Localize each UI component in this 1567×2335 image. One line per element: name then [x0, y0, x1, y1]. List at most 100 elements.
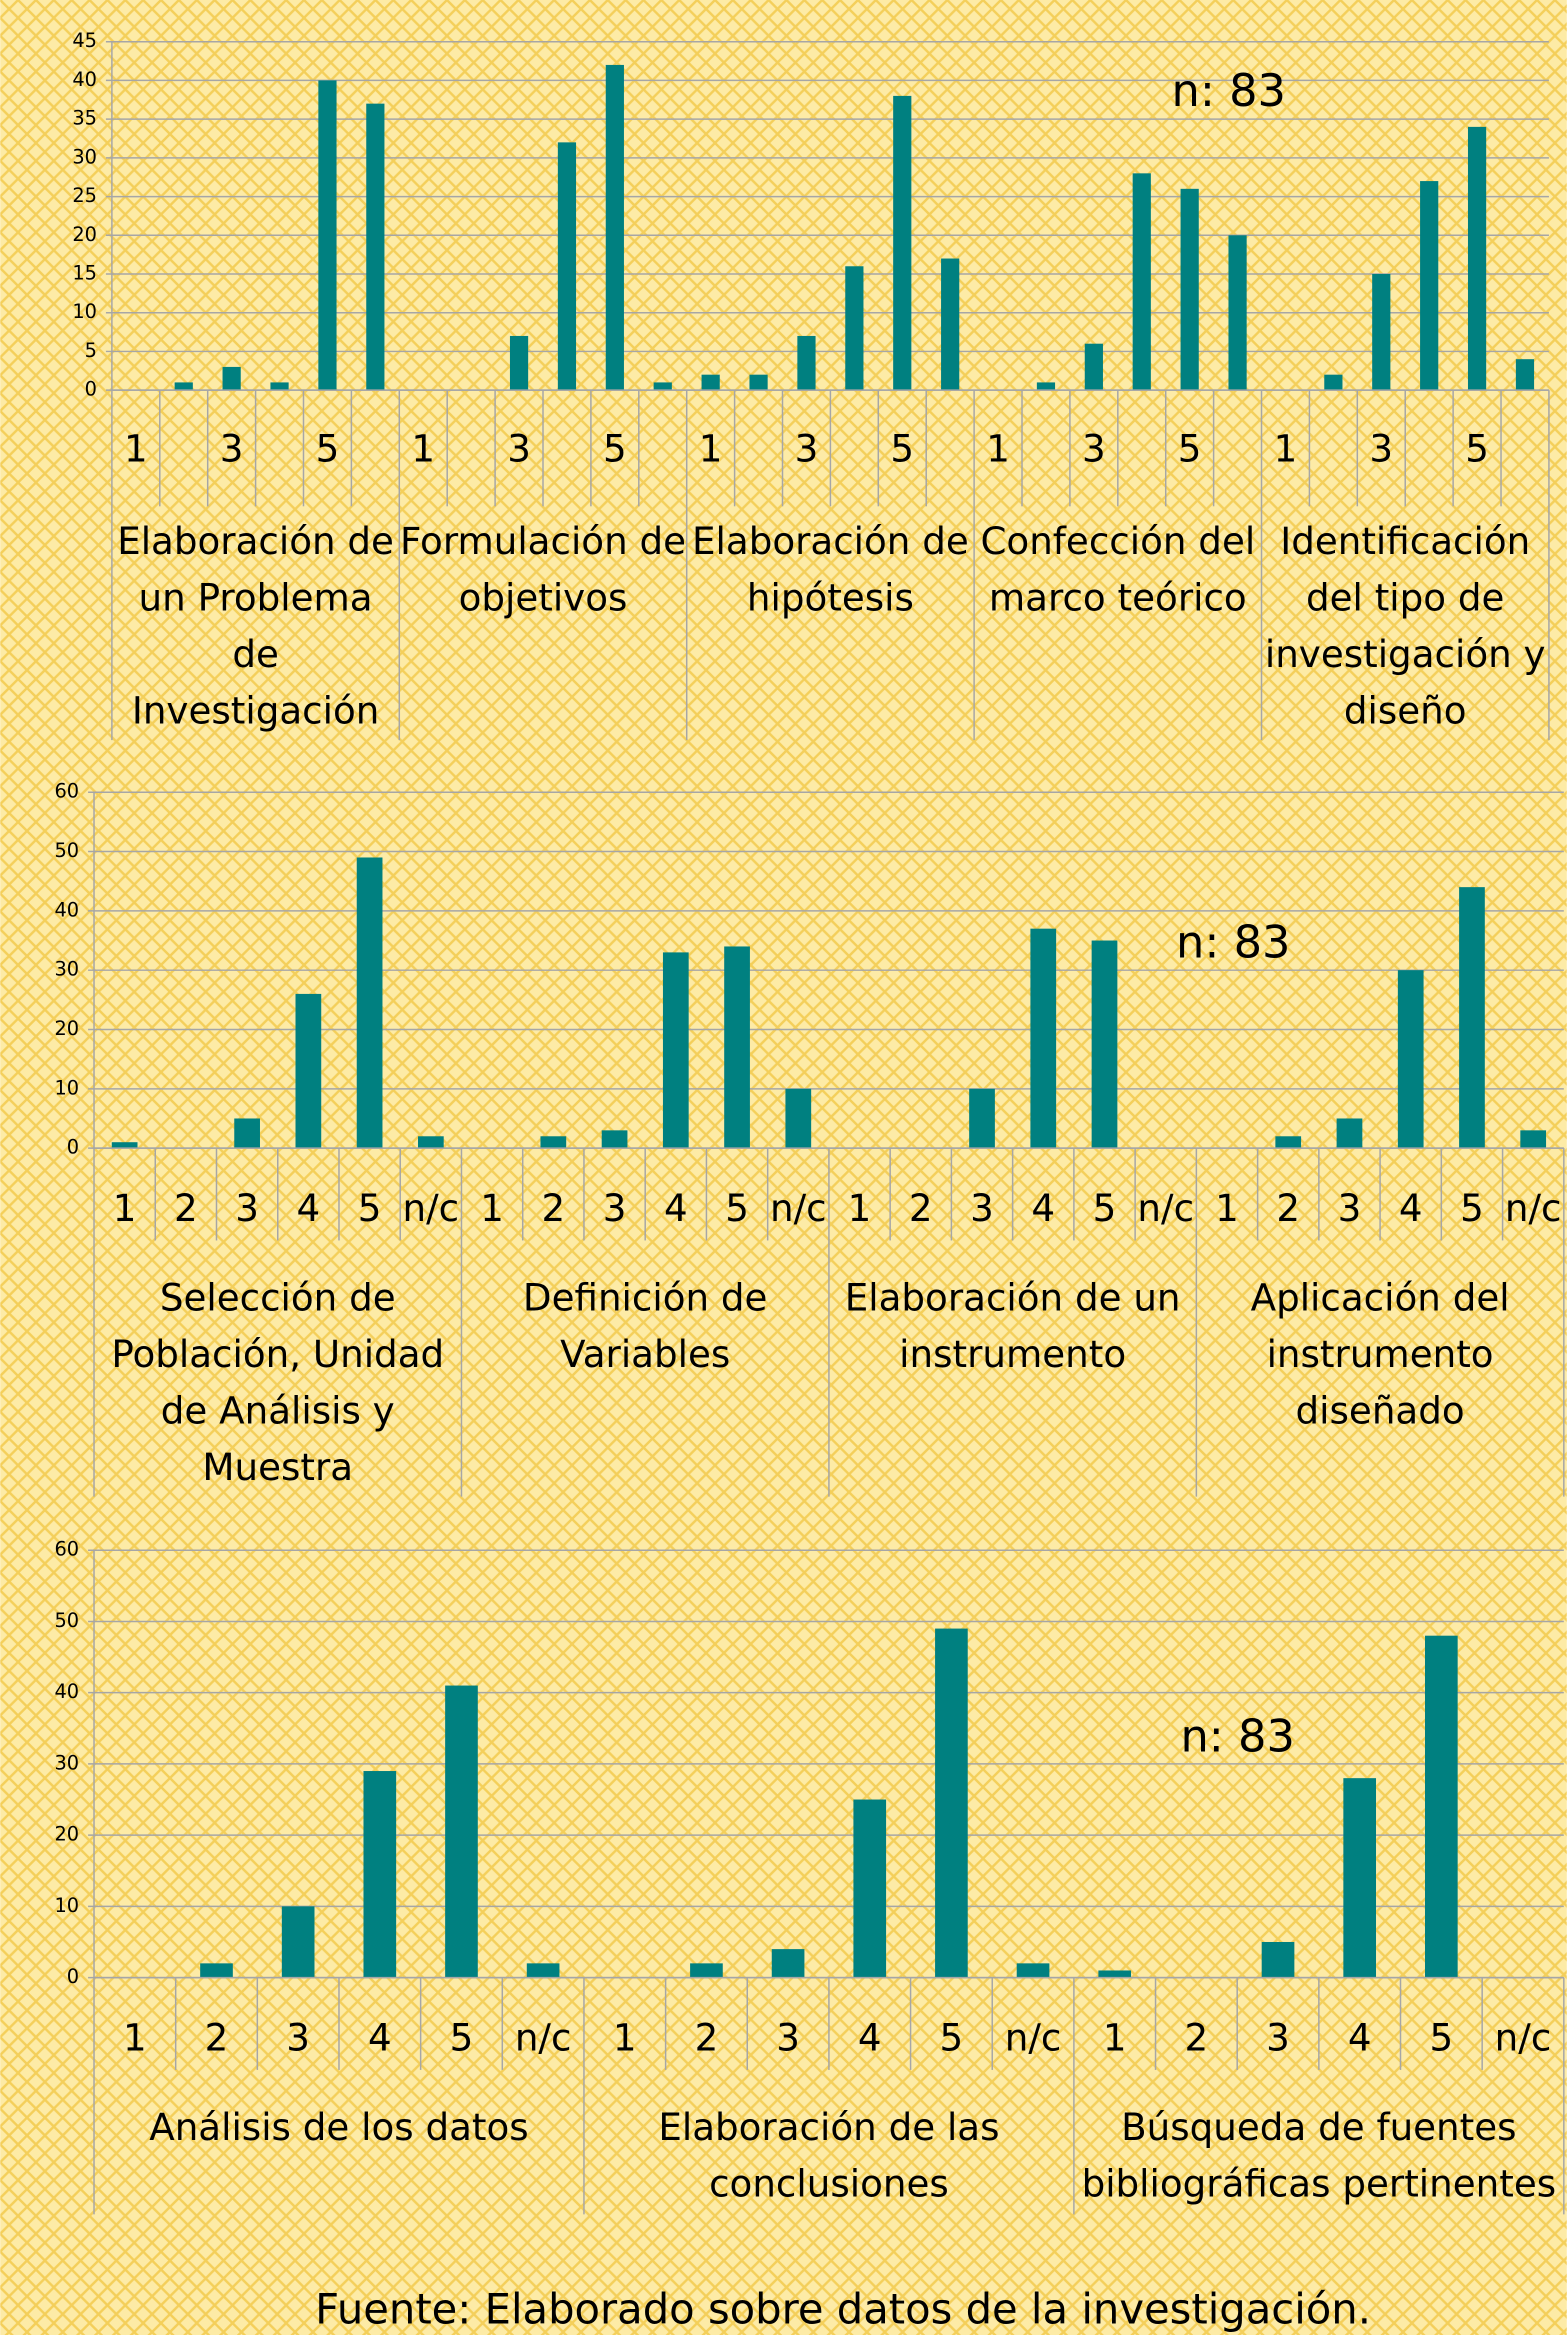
bar	[1261, 1941, 1295, 1978]
x-tick-label: 1	[480, 1186, 504, 1230]
x-tick-label: 2	[174, 1186, 198, 1230]
x-tick-label: 1	[411, 427, 435, 471]
bar	[690, 1963, 723, 1978]
y-tick-label: 0	[67, 1965, 79, 1988]
x-tick-label: 2	[909, 1186, 933, 1230]
x-tick-label: 2	[541, 1186, 565, 1230]
x-tick-label: 1	[1274, 427, 1298, 471]
x-tick-label: 5	[725, 1186, 749, 1230]
group-label: Búsqueda de fuentes bibliográficas perti…	[1081, 2105, 1557, 2206]
x-tick-label: 4	[664, 1186, 688, 1230]
y-tick-label: 20	[72, 223, 97, 246]
group-label: Elaboración de un Problema de Investigac…	[117, 519, 394, 733]
bar	[845, 266, 864, 391]
group-label-box: Aplicación del instrumento diseñado	[1251, 1276, 1510, 1432]
bar	[445, 1685, 478, 1978]
y-tick-label: 0	[67, 1136, 79, 1159]
x-tick-label: 3	[603, 1186, 627, 1230]
group-label: Selección de Población, Unidad de Anális…	[111, 1276, 445, 1490]
bar	[200, 1963, 233, 1978]
x-tick-label: 1	[124, 427, 148, 471]
group-label-box: Elaboración de hipótesis	[692, 519, 969, 620]
x-tick-label: 1	[613, 2016, 637, 2060]
y-tick-label: 20	[55, 1017, 80, 1040]
group-label-box: Confección del marco teórico	[980, 519, 1256, 620]
bar	[174, 382, 193, 391]
group-label: Formulación de objetivos	[399, 519, 687, 620]
bar	[1372, 274, 1391, 391]
x-tick-label: n/c	[1505, 1186, 1562, 1230]
bar	[270, 382, 289, 391]
bar	[417, 1136, 444, 1149]
group-label: Elaboración de hipótesis	[692, 519, 969, 620]
bar	[771, 1949, 805, 1978]
bar	[1228, 235, 1247, 391]
x-tick-label: 1	[848, 1186, 872, 1230]
x-tick-label: 1	[123, 2016, 147, 2060]
x-tick-label: 5	[890, 427, 914, 471]
y-tick-label: 15	[72, 262, 97, 285]
x-tick-label: 5	[940, 2016, 964, 2060]
bar	[1336, 1118, 1363, 1149]
bar	[1324, 374, 1343, 391]
x-tick-label: 4	[858, 2016, 882, 2060]
x-tick-label: n/c	[770, 1186, 827, 1230]
x-tick-label: 1	[699, 427, 723, 471]
y-tick-label: 60	[55, 780, 80, 803]
bar	[557, 142, 577, 391]
bar	[853, 1799, 887, 1978]
bar	[605, 64, 624, 391]
bar	[797, 335, 816, 391]
y-tick-label: 25	[72, 184, 97, 207]
x-tick-label: 4	[297, 1186, 321, 1230]
y-tick-label: 5	[85, 339, 97, 362]
x-tick-label: 3	[795, 427, 819, 471]
bar	[295, 993, 322, 1149]
x-tick-label: 1	[113, 1186, 137, 1230]
bar	[1343, 1778, 1377, 1978]
x-tick-label: 3	[1369, 427, 1393, 471]
group-label: Elaboración de las conclusiones	[658, 2105, 1000, 2206]
bar	[111, 1142, 138, 1149]
x-tick-label: 5	[1178, 427, 1202, 471]
annotation: n: 83	[1176, 917, 1290, 969]
y-tick-label: 30	[72, 145, 97, 168]
bar	[749, 374, 768, 391]
x-tick-label: 3	[1338, 1186, 1362, 1230]
group-label-box: Formulación de objetivos	[399, 519, 687, 620]
x-tick-label: 3	[776, 2016, 800, 2060]
y-tick-label: 10	[55, 1076, 80, 1099]
annotation: n: 83	[1181, 1710, 1295, 1762]
group-label: Elaboración de un instrumento	[844, 1276, 1181, 1376]
x-tick-label: n/c	[1495, 2016, 1552, 2060]
bar	[1084, 343, 1103, 391]
x-tick-label: n/c	[1005, 2016, 1062, 2060]
x-tick-label: 5	[358, 1186, 382, 1230]
x-tick-label: 3	[507, 427, 531, 471]
y-tick-label: 60	[55, 1538, 80, 1561]
bar	[356, 857, 383, 1149]
group-label: Confección del marco teórico	[980, 519, 1256, 620]
bar	[318, 80, 337, 391]
bar	[1520, 1130, 1547, 1149]
bar	[1275, 1136, 1302, 1149]
x-tick-label: 5	[316, 427, 340, 471]
y-tick-label: 40	[72, 68, 97, 91]
y-tick-label: 50	[55, 1609, 80, 1632]
group-label-box: Elaboración de un instrumento	[844, 1276, 1181, 1376]
bar	[941, 258, 960, 391]
x-tick-label: 3	[1082, 427, 1106, 471]
bar	[893, 95, 912, 391]
bar	[222, 366, 241, 391]
group-label-box: Identificación del tipo de investigación…	[1265, 520, 1546, 733]
x-tick-label: 1	[1103, 2016, 1127, 2060]
bar	[935, 1628, 968, 1978]
bar	[363, 1771, 397, 1978]
x-tick-label: 4	[1399, 1186, 1423, 1230]
bar	[1016, 1963, 1050, 1978]
x-tick-label: n/c	[515, 2016, 572, 2060]
bar	[1132, 173, 1151, 391]
x-tick-label: 1	[1215, 1186, 1239, 1230]
